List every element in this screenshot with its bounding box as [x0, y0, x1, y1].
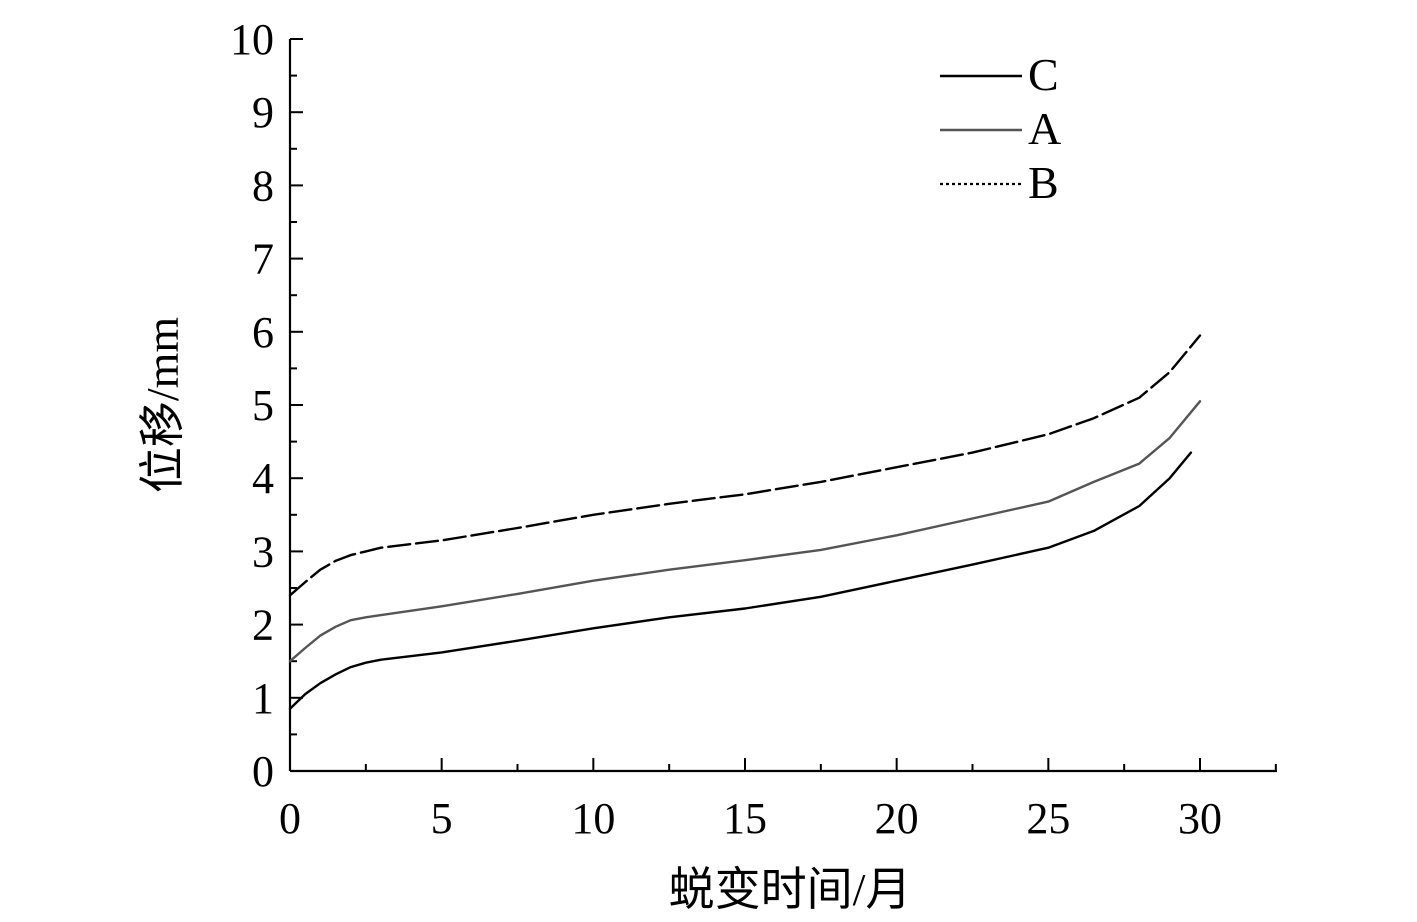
y-tick-label: 5	[252, 381, 274, 430]
y-tick-label: 9	[252, 88, 274, 137]
series-line-A	[288, 400, 1202, 663]
y-tick-label: 0	[252, 747, 274, 796]
x-tick-label: 5	[431, 794, 453, 843]
x-ticks: 0 5 10 15 20 25 30	[279, 758, 1277, 843]
y-tick-label: 6	[252, 308, 274, 357]
legend-label-B: B	[1028, 157, 1059, 208]
legend-label-A: A	[1028, 103, 1061, 154]
y-tick-label: 8	[252, 161, 274, 210]
y-tick-label: 3	[252, 527, 274, 576]
y-tick-label: 4	[252, 454, 274, 503]
axes	[288, 39, 1277, 773]
x-tick-label: 25	[1026, 794, 1070, 843]
series-layer	[288, 334, 1202, 710]
x-axis-label: 蜕变时间/月	[669, 864, 912, 915]
legend: CAB	[940, 49, 1061, 208]
x-tick-label: 15	[723, 794, 767, 843]
series-line-B	[288, 334, 1202, 597]
y-tick-label: 1	[252, 674, 274, 723]
y-tick-label: 10	[230, 15, 274, 64]
y-tick-label: 2	[252, 601, 274, 650]
legend-label-C: C	[1028, 49, 1059, 100]
x-tick-label: 0	[279, 794, 301, 843]
x-tick-label: 20	[875, 794, 919, 843]
y-axis-label: 位移/mm	[137, 317, 188, 494]
x-tick-label: 10	[571, 794, 615, 843]
y-tick-label: 7	[252, 235, 274, 284]
y-ticks: 0 1 2 3 4 5 6 7 8 9 10	[230, 15, 303, 796]
series-line-C	[288, 451, 1193, 710]
x-tick-label: 30	[1178, 794, 1222, 843]
